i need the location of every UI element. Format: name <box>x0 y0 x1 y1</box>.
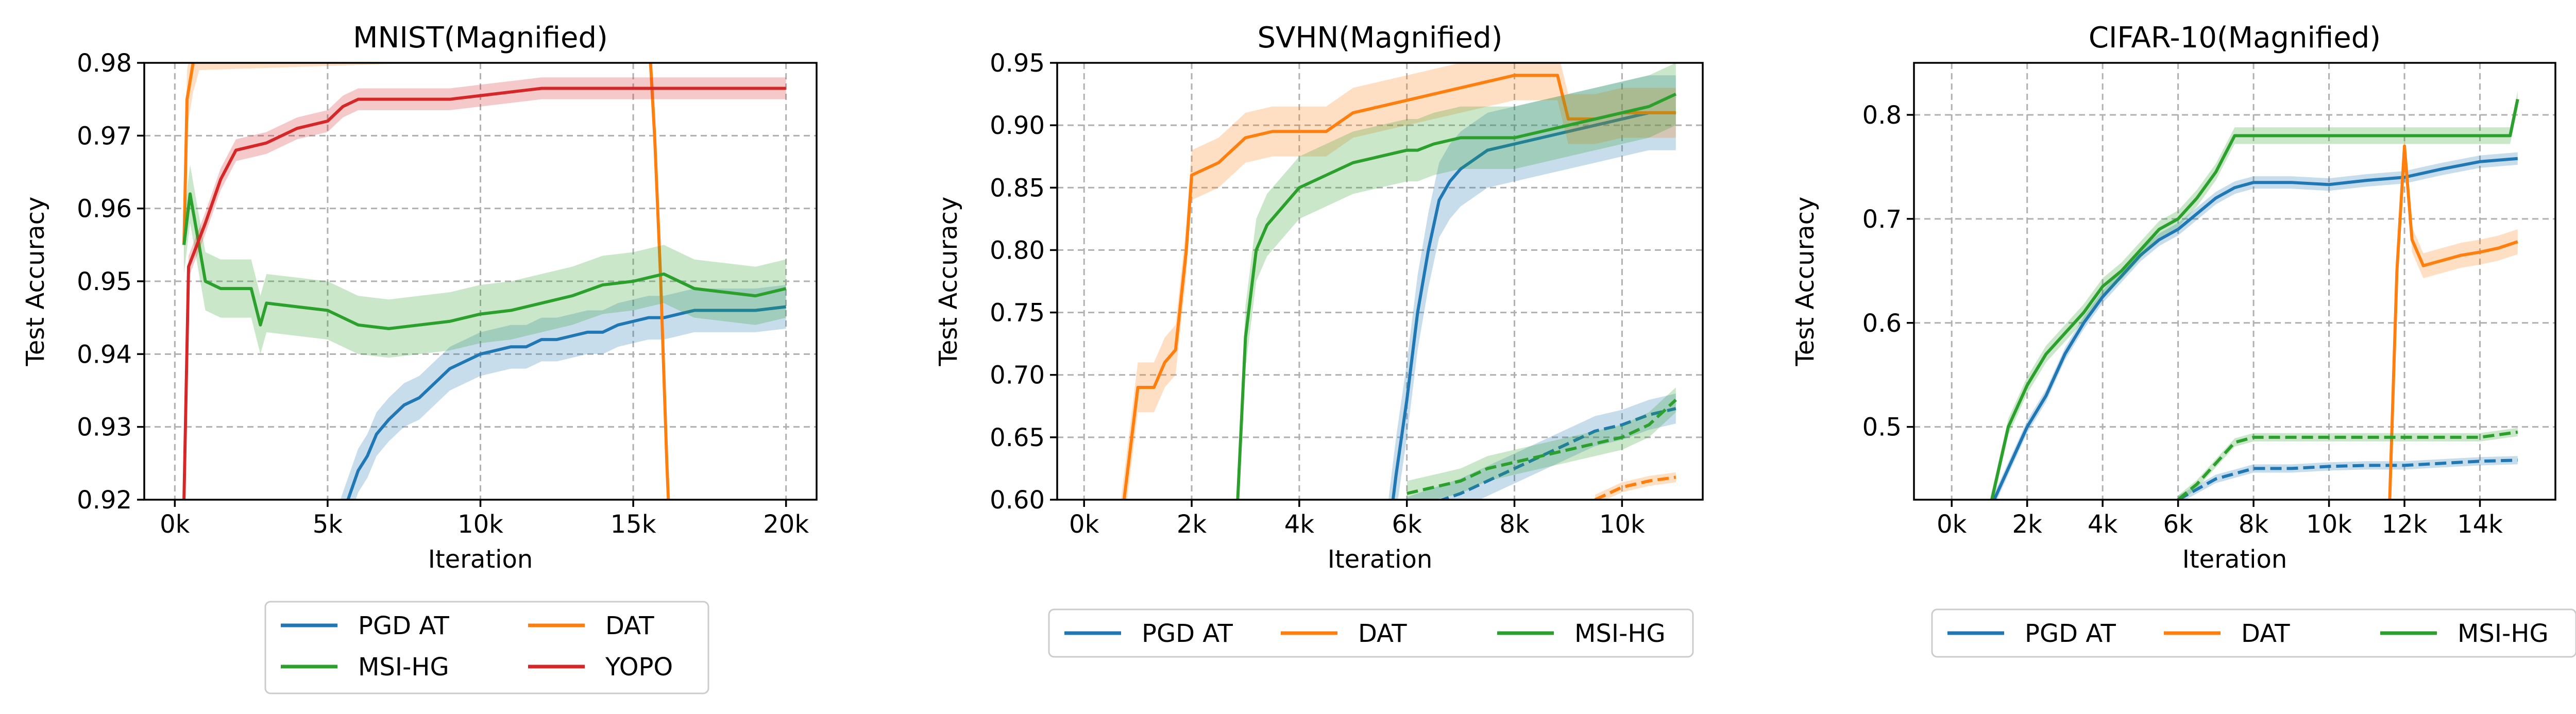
x-tick-label: 10k <box>457 510 503 539</box>
x-tick-label: 0k <box>1069 510 1099 539</box>
legend: PGD AT DAT MSI-HG <box>1048 608 1694 658</box>
chart-title: CIFAR-10(Magnified) <box>2089 21 2381 55</box>
y-tick-label: 0.96 <box>77 195 132 224</box>
x-tick-label: 8k <box>2239 510 2269 539</box>
x-tick-label: 0k <box>160 510 190 539</box>
panel-svhn: 0k 2k 4k 6k 8k 10k 0.60 0.65 0.70 0.75 0.80 0.85 0.9… <box>934 21 1704 658</box>
plot-area <box>1990 91 2519 500</box>
y-axis-label: Test Accuracy <box>1791 197 1820 367</box>
y-tick-label: 0.94 <box>77 340 132 369</box>
legend-label-msi-hg: MSI-HG <box>2458 619 2549 648</box>
plot-area <box>1121 63 1677 500</box>
legend-frame <box>264 601 709 694</box>
y-tick-label: 0.85 <box>990 174 1045 202</box>
chart-title: MNIST(Magnified) <box>353 21 608 55</box>
series-line-pgd-at <box>1391 111 1676 500</box>
x-tick-label: 4k <box>2088 510 2118 539</box>
legend-label-msi-hg: MSI-HG <box>358 653 449 682</box>
x-tick-label: 20k <box>763 510 809 539</box>
x-axis-label: Iteration <box>2182 545 2287 574</box>
y-tick-label: 0.6 <box>1862 309 1902 338</box>
y-tick-label: 0.60 <box>990 486 1045 515</box>
legend-frame <box>1048 608 1694 658</box>
legend-label-pgd-at: PGD AT <box>2025 619 2116 648</box>
y-tick-label: 0.70 <box>990 361 1045 390</box>
series-band-msi-hg-dashed <box>2178 428 2518 500</box>
x-tick-label: 12k <box>2382 510 2428 539</box>
series-line-yopo <box>182 87 786 500</box>
legend-frame <box>1931 608 2576 658</box>
series-band-dat <box>1121 63 1676 500</box>
y-tick-label: 0.65 <box>990 423 1045 452</box>
legend: PGD AT DAT MSI-HG YOPO <box>264 601 709 694</box>
y-tick-label: 0.93 <box>77 413 132 442</box>
series-band-msi-hg-dashed <box>1406 387 1676 500</box>
series-line-msi-hg <box>182 192 787 330</box>
x-tick-label: 2k <box>1177 510 1207 539</box>
series-line-dat <box>2388 144 2518 500</box>
y-tick-label: 0.7 <box>1862 205 1902 234</box>
series-line-pgd-at <box>346 305 787 500</box>
x-axis-label: Iteration <box>1328 545 1433 574</box>
panel-cifar10: 0k 2k 4k 6k 8k 10k 12k 14k 0.5 0.6 0.7 0.8 CIFAR-10(… <box>1791 21 2576 658</box>
y-tick-label: 0.5 <box>1862 413 1902 442</box>
series-line-msi-hg-dashed <box>1406 398 1677 495</box>
x-tick-label: 10k <box>2306 510 2352 539</box>
x-tick-label: 10k <box>1599 510 1645 539</box>
series-line-dat <box>1122 74 1676 500</box>
series-line-msi-hg-dashed <box>2177 430 2518 500</box>
x-tick-label: 2k <box>2012 510 2043 539</box>
y-tick-label: 0.90 <box>990 111 1045 140</box>
series-line-pgd-at-dashed <box>1438 407 1676 500</box>
y-axis-label: Test Accuracy <box>21 197 50 367</box>
plot-area <box>182 63 787 500</box>
chart-title: SVHN(Magnified) <box>1257 21 1502 55</box>
legend: PGD AT DAT MSI-HG <box>1931 608 2576 658</box>
y-tick-label: 0.92 <box>77 486 132 515</box>
x-tick-label: 14k <box>2457 510 2503 539</box>
y-tick-label: 0.75 <box>990 299 1045 328</box>
x-tick-label: 0k <box>1937 510 1967 539</box>
series-line-pgd-at-dashed <box>2177 458 2518 500</box>
series-band-dat-dashed <box>1595 472 1676 500</box>
x-tick-label: 6k <box>1392 510 1422 539</box>
legend-label-dat: DAT <box>1358 619 1407 648</box>
legend-label-pgd-at: PGD AT <box>358 611 449 640</box>
x-tick-label: 5k <box>313 510 343 539</box>
series-band-msi-hg <box>184 164 786 358</box>
y-axis-label: Test Accuracy <box>934 197 963 367</box>
y-tick-label: 0.98 <box>77 49 132 78</box>
axes-frame <box>1056 62 1704 501</box>
y-tick-label: 0.95 <box>77 267 132 296</box>
x-tick-label: 6k <box>2163 510 2193 539</box>
y-tick-label: 0.80 <box>990 236 1045 265</box>
panel-mnist: 0k 5k 10k 15k 20k 0.92 0.93 0.94 0.95 0.96 0.97 0.9… <box>21 21 818 694</box>
series-band-msi-hg <box>1236 63 1676 500</box>
legend-label-pgd-at: PGD AT <box>1142 619 1233 648</box>
x-tick-label: 4k <box>1284 510 1315 539</box>
legend-label-yopo: YOPO <box>605 653 673 682</box>
legend-label-msi-hg: MSI-HG <box>1574 619 1666 648</box>
series-line-pgd-at <box>1992 157 2518 500</box>
x-tick-label: 15k <box>611 510 656 539</box>
y-tick-label: 0.95 <box>990 49 1045 78</box>
y-tick-label: 0.8 <box>1862 101 1902 130</box>
axes-frame <box>1913 62 2556 501</box>
x-axis-label: Iteration <box>428 545 533 574</box>
series-band-pgd-at <box>1388 75 1676 500</box>
x-tick-label: 8k <box>1499 510 1530 539</box>
series-line-msi-hg <box>1236 92 1677 500</box>
legend-label-dat: DAT <box>605 611 654 640</box>
series-line-dat-dashed <box>1594 475 1676 500</box>
y-tick-label: 0.97 <box>77 122 132 150</box>
series-band-pgd-at <box>340 285 786 500</box>
legend-label-dat: DAT <box>2241 619 2290 648</box>
series-band-pgd-at-dashed <box>2178 456 2518 500</box>
series-line-msi-hg <box>1990 99 2519 500</box>
series-line-dat <box>182 63 670 500</box>
